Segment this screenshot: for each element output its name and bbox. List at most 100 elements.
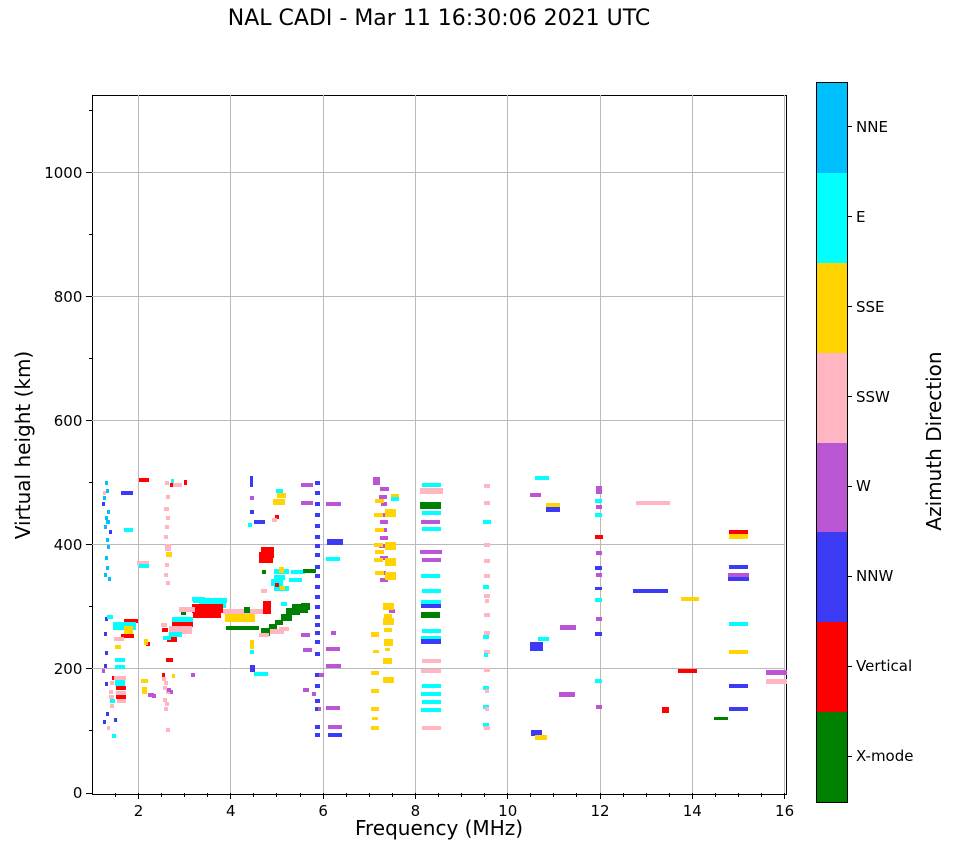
data-point [384,571,396,580]
data-point [192,604,224,614]
x-gridline [784,95,786,793]
data-point [191,597,206,602]
y-tick-label: 0 [72,784,83,802]
data-point [261,570,267,575]
data-point [315,724,320,729]
data-point [191,673,195,678]
data-point [243,606,251,613]
data-point [421,482,442,487]
data-point [483,483,491,488]
azimuth-colorbar [816,82,848,803]
y-tick-label: 1000 [44,163,83,182]
data-point [164,681,169,686]
colorbar-segment-ssw [817,352,847,443]
data-point [165,702,170,707]
data-point [274,514,280,519]
y-major-tick [86,792,93,794]
x-gridline [138,95,140,793]
data-point [483,519,491,524]
data-point [594,679,603,684]
data-point [728,576,749,581]
data-point [165,728,170,733]
data-point [165,524,170,529]
data-point [270,629,284,635]
data-point [166,495,171,500]
data-point [161,673,166,678]
x-tick-label: 8 [410,802,421,820]
data-point [301,501,313,506]
data-point [163,635,171,640]
data-point [729,621,748,626]
data-point [421,658,442,663]
data-point [106,519,110,524]
y-major-tick [86,296,93,298]
colorbar-tick-label: SSE [856,297,885,316]
data-point [102,491,106,496]
data-point [483,612,491,617]
data-point [595,617,603,622]
data-point [162,685,167,690]
data-point [105,711,109,716]
x-minor-tick [345,793,347,797]
data-point [390,494,399,499]
data-point [421,707,441,712]
data-point [269,624,278,630]
data-point [372,717,379,721]
data-point [137,560,149,565]
data-point [315,630,320,635]
data-point [123,527,133,532]
data-point [483,574,491,579]
data-point [112,733,116,738]
data-point [302,688,310,692]
data-point [121,634,134,639]
data-point [259,633,269,638]
x-major-tick [138,793,140,799]
data-point [421,510,442,515]
plot-area [92,95,787,795]
data-point [109,695,115,700]
colorbar-segment-e [817,172,847,263]
data-point [281,601,287,606]
x-minor-tick [391,793,393,797]
data-point [106,725,111,730]
data-point [303,648,312,653]
data-point [375,570,384,575]
colorbar-tick [847,485,852,487]
y-minor-tick [88,110,93,111]
data-point [383,614,392,619]
data-point [374,558,383,563]
data-point [275,620,284,626]
data-point [537,636,550,641]
data-point [371,688,380,693]
data-point [681,597,699,602]
data-point [272,499,285,505]
data-point [315,553,320,558]
y-major-tick [86,420,93,422]
data-point [260,628,271,637]
data-point [420,502,442,510]
colorbar-tick [847,755,852,757]
x-tick-label: 10 [498,802,518,820]
data-point [315,733,320,738]
data-point [161,676,166,681]
data-point [249,476,254,488]
data-point [420,611,441,618]
x-gridline [691,95,693,793]
data-point [729,649,748,654]
data-point [170,689,174,694]
data-point [383,677,395,684]
data-point [326,705,341,710]
y-tick-label: 200 [53,659,83,678]
x-minor-tick [668,793,670,797]
x-minor-tick [184,793,186,797]
colorbar-tick-label: E [856,207,866,226]
x-tick-label: 14 [682,802,702,820]
data-point [558,692,575,698]
colorbar-segment-nnw [817,532,847,623]
data-point [123,619,138,624]
data-point [315,544,320,549]
data-point [379,535,389,540]
data-point [325,664,341,669]
colorbar-tick [847,575,852,577]
data-point [729,707,748,712]
